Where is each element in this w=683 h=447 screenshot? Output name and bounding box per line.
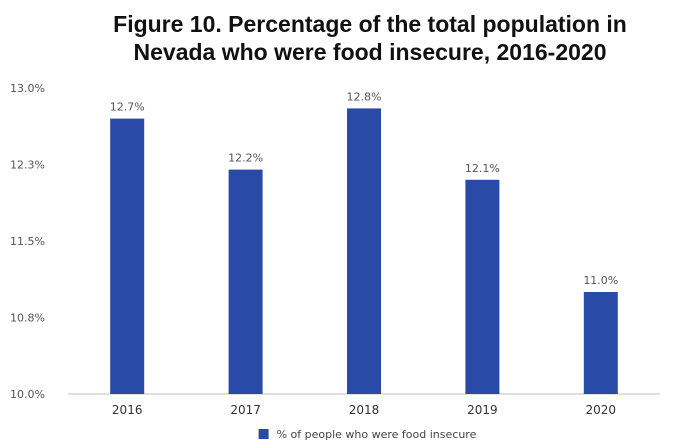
chart-title-line-2: Nevada who were food insecure, 2016-2020 xyxy=(133,39,607,65)
data-label: 12.8% xyxy=(347,90,382,103)
bar xyxy=(465,179,500,394)
chart-title-line-1: Figure 10. Percentage of the total popul… xyxy=(113,11,627,37)
bar xyxy=(110,118,145,394)
legend-swatch xyxy=(258,429,269,439)
bar xyxy=(583,292,618,394)
x-tick-label: 2020 xyxy=(586,403,617,417)
x-tick-label: 2016 xyxy=(112,403,143,417)
x-tick-label: 2019 xyxy=(467,403,498,417)
x-tick-label: 2018 xyxy=(349,403,380,417)
y-tick-label: 10.8% xyxy=(10,312,45,325)
y-tick-label: 10.0% xyxy=(10,388,45,401)
bar xyxy=(228,169,263,394)
data-label: 12.1% xyxy=(465,162,500,175)
data-label: 12.7% xyxy=(110,101,145,114)
y-tick-label: 13.0% xyxy=(10,82,45,95)
legend-label: % of people who were food insecure xyxy=(277,428,477,441)
data-label: 12.2% xyxy=(228,152,263,165)
y-tick-label: 12.3% xyxy=(10,159,45,172)
chart-title: Figure 10. Percentage of the total popul… xyxy=(60,10,680,66)
x-tick-label: 2017 xyxy=(230,403,261,417)
bar xyxy=(347,108,381,395)
y-tick-label: 11.5% xyxy=(10,235,45,248)
data-label: 11.0% xyxy=(583,274,618,287)
